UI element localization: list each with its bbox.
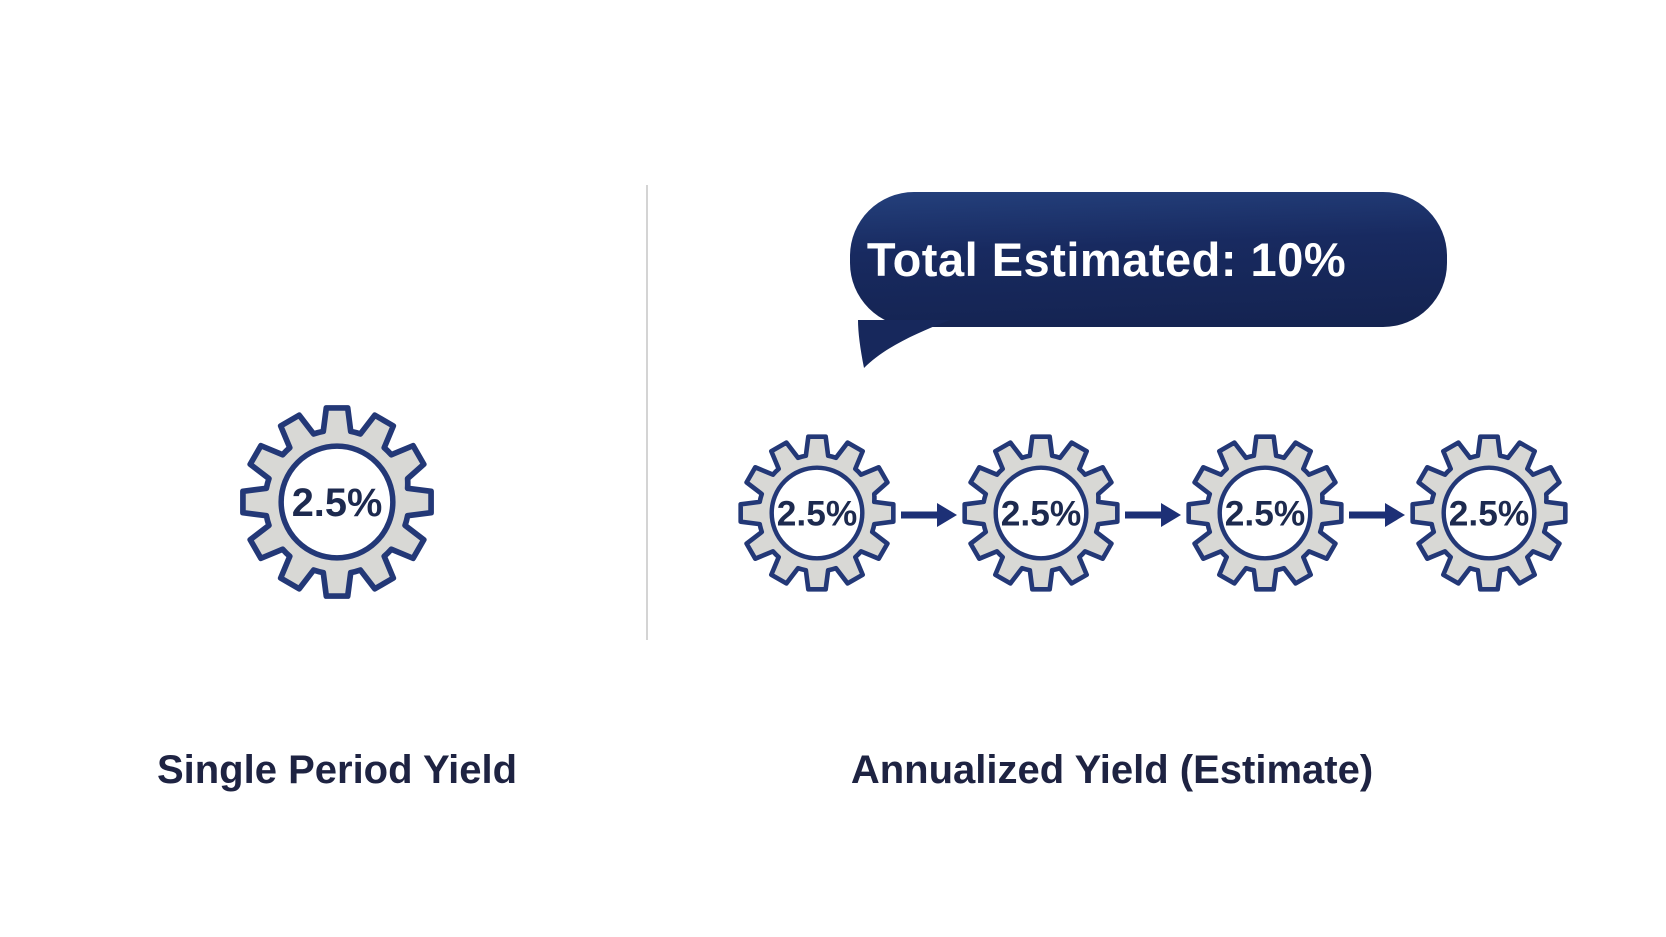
gear-value: 2.5% [1001,494,1082,533]
period-gear-4-icon: 2.5% [1403,427,1575,599]
arrow-right-icon [1349,503,1405,527]
single-period-yield-label: Single Period Yield [156,748,518,792]
period-gear-3-icon: 2.5% [1179,427,1351,599]
total-estimated-bubble: Total Estimated: 10% [850,192,1447,327]
period-gear-1-icon: 2.5% [731,427,903,599]
bubble-tail [858,320,950,368]
gear-value: 2.5% [292,481,383,525]
section-divider [646,185,648,640]
gear-value: 2.5% [777,494,858,533]
period-gear-2-icon: 2.5% [955,427,1127,599]
arrow-right-icon [1125,503,1181,527]
annualized-yield-label: Annualized Yield (Estimate) [850,748,1374,792]
total-estimated-text: Total Estimated: 10% [866,233,1347,286]
arrow-right-icon [901,503,957,527]
gear-value: 2.5% [1225,494,1306,533]
gear-value: 2.5% [1449,494,1530,533]
single-period-gear-icon: 2.5% [231,396,443,608]
